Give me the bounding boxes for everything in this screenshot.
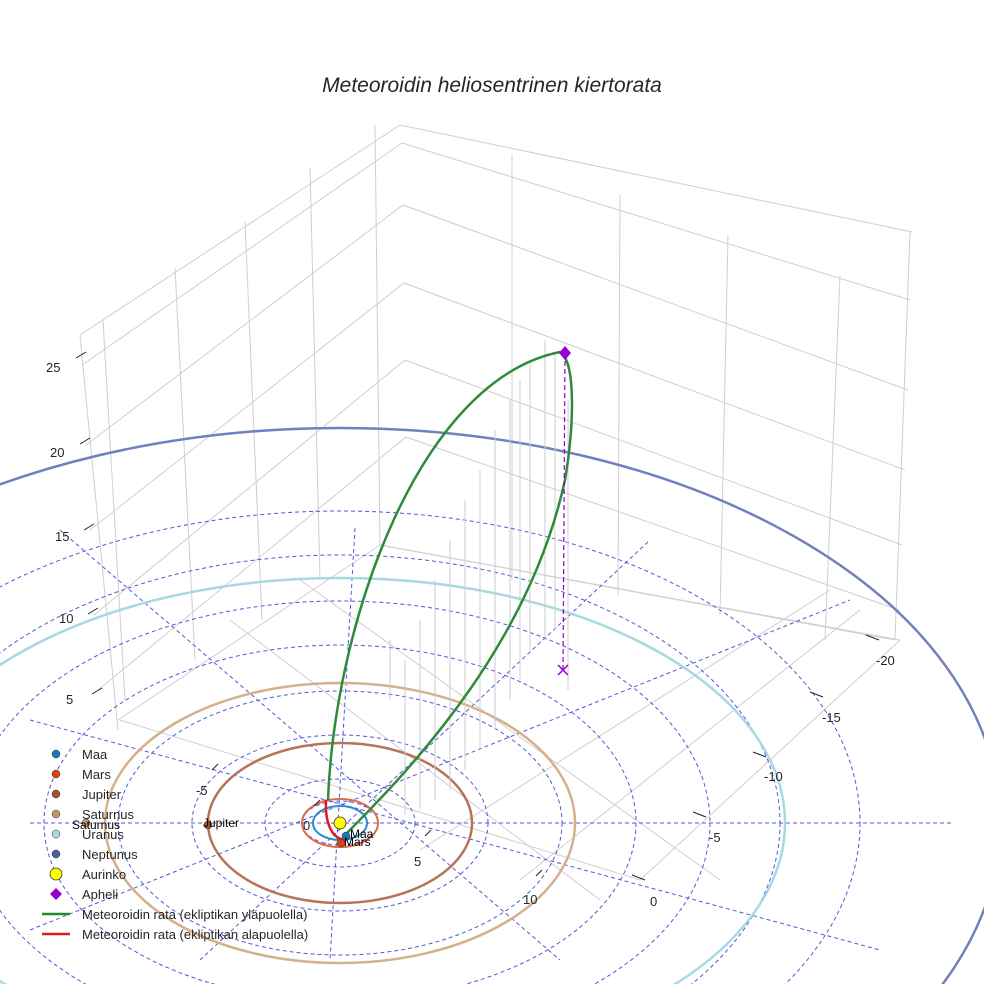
label-mars: Mars <box>344 835 371 849</box>
label-jupiter: Jupiter <box>203 816 239 830</box>
saturn-orbit <box>103 681 577 965</box>
y-tick-minus10: -10 <box>764 769 783 784</box>
z-tick-25: 25 <box>46 360 60 375</box>
legend-item-orbit-above: Meteoroidin rata (ekliptikan yläpuolella… <box>40 904 308 924</box>
legend-item-orbit-below: Meteoroidin rata (ekliptikan alapuolella… <box>40 924 308 944</box>
x-tick-0: 0 <box>303 818 310 833</box>
y-tick-minus5: -5 <box>709 830 721 845</box>
circle-marker-icon <box>40 744 74 764</box>
meteoroid-orbit-above <box>326 350 574 836</box>
legend-item-uranus: Uranus <box>40 824 308 844</box>
legend-item-maa: Maa <box>40 744 308 764</box>
sun-marker-icon <box>40 864 74 884</box>
diamond-marker-icon <box>40 884 74 904</box>
y-tick-0: 0 <box>650 894 657 909</box>
legend-item-apheli: Apheli <box>40 884 308 904</box>
x-tick-10: 10 <box>523 892 537 907</box>
y-tick-minus20: -20 <box>876 653 895 668</box>
y-tick-minus15: -15 <box>822 710 841 725</box>
earth-marker <box>341 831 351 841</box>
aphelion-projection-marker <box>557 664 569 676</box>
legend-item-neptunus: Neptunus <box>40 844 308 864</box>
uranus-orbit <box>0 576 787 984</box>
jupiter-marker <box>203 820 213 830</box>
drop-lines <box>389 340 569 815</box>
legend-item-jupiter: Jupiter <box>40 784 308 804</box>
legend-item-saturnus: Saturnus <box>40 804 308 824</box>
grid-lines <box>79 124 913 901</box>
mars-marker <box>336 838 346 848</box>
sun-marker <box>333 816 347 830</box>
neptune-orbit <box>0 426 984 984</box>
z-tick-5: 5 <box>66 692 73 707</box>
z-tick-15: 15 <box>55 529 69 544</box>
circle-marker-icon <box>40 784 74 804</box>
label-maa: Maa <box>350 827 374 841</box>
aphelion-marker <box>559 346 571 360</box>
circle-marker-icon <box>40 764 74 784</box>
label-saturnus: Saturnus <box>72 818 120 832</box>
legend-item-aurinko: Aurinko <box>40 864 308 884</box>
circle-marker-icon <box>40 824 74 844</box>
x-tick-minus5: -5 <box>196 783 208 798</box>
legend: Maa Mars Jupiter Saturnus Uranus Neptunu… <box>40 744 308 944</box>
circle-marker-icon <box>40 844 74 864</box>
saturn-marker <box>81 818 91 828</box>
legend-item-mars: Mars <box>40 764 308 784</box>
x-tick-5: 5 <box>414 854 421 869</box>
aphelion-projection-line <box>562 352 566 671</box>
z-tick-20: 20 <box>50 445 64 460</box>
red-line-icon <box>40 924 74 944</box>
green-line-icon <box>40 904 74 924</box>
circle-marker-icon <box>40 804 74 824</box>
z-tick-10: 10 <box>59 611 73 626</box>
chart-title: Meteoroidin heliosentrinen kiertorata <box>322 74 662 97</box>
